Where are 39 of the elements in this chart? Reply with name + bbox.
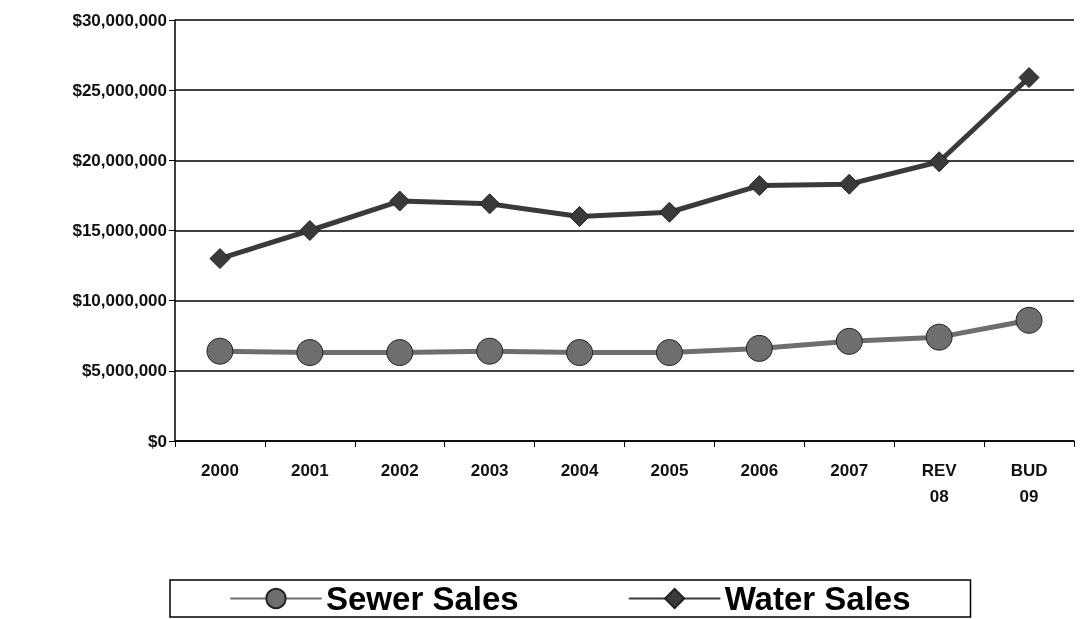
point	[1018, 67, 1040, 89]
y-tick-label: $20,000,000	[72, 150, 167, 170]
point	[835, 327, 863, 355]
point	[928, 151, 950, 173]
point	[569, 205, 591, 227]
x-tick-label: 2000	[201, 460, 239, 480]
point	[386, 339, 414, 367]
point	[206, 337, 234, 365]
y-tick-label: $0	[148, 431, 167, 451]
x-tick-label: 2006	[740, 460, 779, 480]
y-tick-label: $25,000,000	[72, 80, 167, 100]
x-tick-label: REV 08	[921, 460, 958, 506]
y-tick-label: $10,000,000	[72, 291, 167, 311]
legend-label: Sewer Sales	[326, 580, 519, 617]
point	[209, 248, 231, 270]
point	[748, 175, 770, 197]
point	[296, 339, 324, 367]
y-tick-label: $15,000,000	[72, 221, 167, 240]
point	[299, 220, 321, 241]
point	[389, 190, 411, 212]
x-tick-label: 2003	[470, 460, 509, 480]
y-tick-label: $30,000,000	[72, 10, 167, 30]
y-tick-label: $5,000,000	[81, 361, 167, 381]
point	[838, 173, 860, 195]
point	[925, 323, 953, 351]
legend-label: Water Sales	[724, 580, 911, 617]
point	[745, 334, 773, 362]
point	[476, 337, 504, 365]
x-tick-label: 2002	[380, 460, 419, 480]
point	[566, 339, 594, 367]
x-tick-label: 2007	[830, 460, 869, 480]
point	[658, 201, 680, 223]
x-tick-label: 2005	[650, 460, 689, 480]
point	[655, 339, 683, 367]
x-tick-label: 2001	[290, 460, 329, 480]
x-tick-label: 2004	[560, 460, 599, 480]
point	[1015, 306, 1043, 334]
x-tick-label: BUD 09	[1010, 460, 1048, 506]
point	[479, 193, 501, 215]
